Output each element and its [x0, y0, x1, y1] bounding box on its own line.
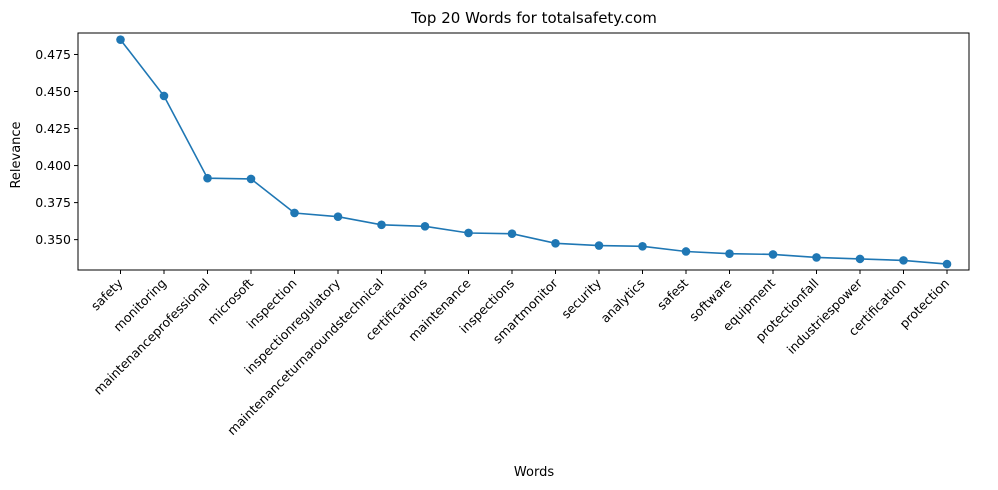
- data-point: [681, 247, 691, 256]
- y-tick-label: 0.425: [35, 121, 71, 136]
- y-axis-label: Relevance: [9, 121, 24, 188]
- x-tick-label: analytics: [598, 276, 648, 326]
- x-tick-label: maintenanceturnaroundstechnical: [224, 276, 387, 439]
- data-point: [942, 259, 952, 269]
- data-points: [116, 35, 952, 269]
- data-point: [768, 250, 778, 259]
- data-point: [464, 228, 473, 238]
- chart-title: Top 20 Words for totalsafety.com: [410, 9, 657, 27]
- data-point: [551, 239, 560, 248]
- y-tick-label: 0.400: [35, 158, 71, 173]
- x-axis: safetymonitoringmaintenanceprofessionalm…: [88, 270, 952, 438]
- data-point: [812, 253, 821, 262]
- x-tick-label: industriespower: [784, 275, 866, 357]
- data-point: [594, 241, 604, 250]
- data-point: [159, 91, 169, 101]
- data-point: [899, 256, 908, 265]
- x-axis-label: Words: [514, 465, 554, 480]
- data-point: [246, 174, 256, 184]
- x-tick-label: safety: [88, 275, 126, 313]
- data-point: [507, 229, 517, 239]
- data-point: [333, 212, 343, 221]
- y-tick-label: 0.475: [35, 47, 71, 62]
- plot-area: [77, 32, 970, 271]
- data-point: [116, 35, 125, 44]
- data-point: [203, 173, 212, 183]
- data-point: [290, 208, 299, 218]
- y-axis: 0.350 0.375 0.400 0.425 0.450 0.475: [35, 47, 78, 247]
- y-tick-label: 0.375: [35, 195, 71, 210]
- x-tick-label: safest: [654, 275, 691, 312]
- data-point: [420, 222, 430, 231]
- y-tick-label: 0.350: [35, 232, 71, 247]
- data-point: [855, 254, 865, 264]
- series-line: [119, 39, 948, 265]
- data-point: [638, 242, 647, 251]
- data-point: [725, 249, 734, 259]
- y-tick-label: 0.450: [35, 84, 71, 99]
- data-point: [377, 220, 386, 230]
